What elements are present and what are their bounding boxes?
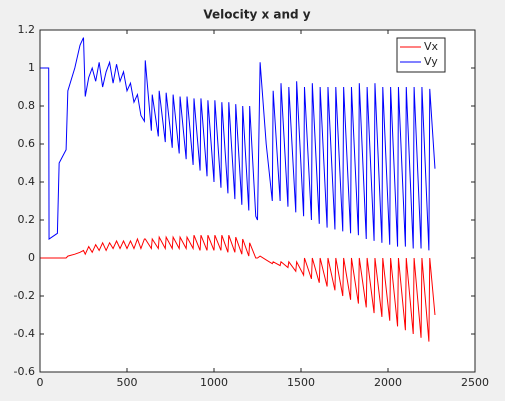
series-line bbox=[40, 235, 436, 342]
x-tick-label: 500 bbox=[117, 376, 138, 389]
y-tick-label: 1 bbox=[28, 61, 35, 74]
y-tick-label: 0.8 bbox=[18, 99, 36, 112]
legend-label: Vy bbox=[424, 55, 438, 68]
y-tick-label: -0.4 bbox=[14, 327, 35, 340]
y-tick-label: 1.2 bbox=[18, 23, 36, 36]
x-tick-label: 0 bbox=[37, 376, 44, 389]
x-tick-label: 1000 bbox=[200, 376, 228, 389]
legend-box bbox=[396, 37, 446, 73]
series-line bbox=[40, 37, 436, 251]
y-tick-label: 0 bbox=[28, 251, 35, 264]
x-tick-label: 1500 bbox=[287, 376, 315, 389]
x-tick-label: 2000 bbox=[374, 376, 402, 389]
legend-label: Vx bbox=[424, 40, 439, 53]
chart-title: Velocity x and y bbox=[203, 8, 310, 22]
y-tick-label: -0.6 bbox=[14, 365, 35, 378]
x-tick-label: 2500 bbox=[461, 376, 489, 389]
axes-box bbox=[39, 29, 476, 373]
y-tick-label: 0.6 bbox=[18, 137, 36, 150]
y-tick-label: 0.2 bbox=[18, 213, 36, 226]
y-tick-label: -0.2 bbox=[14, 289, 35, 302]
y-tick-label: 0.4 bbox=[18, 175, 36, 188]
legend: Vx Vy bbox=[396, 37, 446, 73]
